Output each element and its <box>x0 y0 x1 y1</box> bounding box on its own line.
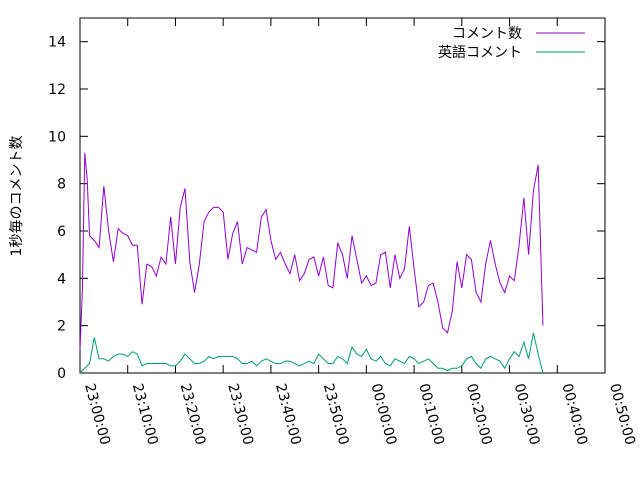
x-tick-label: 23:30:00 <box>224 382 256 447</box>
x-tick-label: 00:30:00 <box>511 382 543 447</box>
y-axis-title: 1秒毎のコメント数 <box>9 136 25 257</box>
legend-label-1: コメント数 <box>452 26 522 42</box>
plot-frame-group <box>79 17 606 374</box>
series-line-1 <box>79 152 544 350</box>
y-tick-label: 14 <box>48 35 66 51</box>
x-tick-label: 23:00:00 <box>81 382 113 447</box>
x-tick-label: 00:50:00 <box>606 382 638 447</box>
x-tick-label: 23:20:00 <box>177 382 209 447</box>
x-tick-label: 23:10:00 <box>129 382 161 447</box>
x-tick-label: 00:40:00 <box>558 382 590 447</box>
y-tick-label: 0 <box>57 366 66 382</box>
legend-label-2: 英語コメント <box>438 44 522 61</box>
y-tick-label: 2 <box>57 319 66 335</box>
y-tick-label: 12 <box>48 82 66 98</box>
y-tick-label: 8 <box>57 177 66 193</box>
x-tick-label: 23:50:00 <box>320 382 352 447</box>
x-tick-label: 00:00:00 <box>367 382 399 447</box>
plot-frame <box>79 17 606 374</box>
series-line-2 <box>79 332 544 374</box>
x-tick-label: 00:10:00 <box>415 382 447 447</box>
x-axis: 23:00:00 23:10:00 23:20:00 23:30:00 23:40:00… <box>79 18 638 447</box>
y-tick-label: 4 <box>57 271 66 287</box>
y-axis: 0 2 4 6 8 10 12 14 <box>48 35 605 382</box>
y-tick-label: 6 <box>57 224 66 240</box>
series-lines <box>79 152 544 374</box>
y-tick-label: 10 <box>48 129 66 145</box>
x-tick-label: 00:20:00 <box>463 382 495 447</box>
x-tick-label: 23:40:00 <box>272 382 304 447</box>
